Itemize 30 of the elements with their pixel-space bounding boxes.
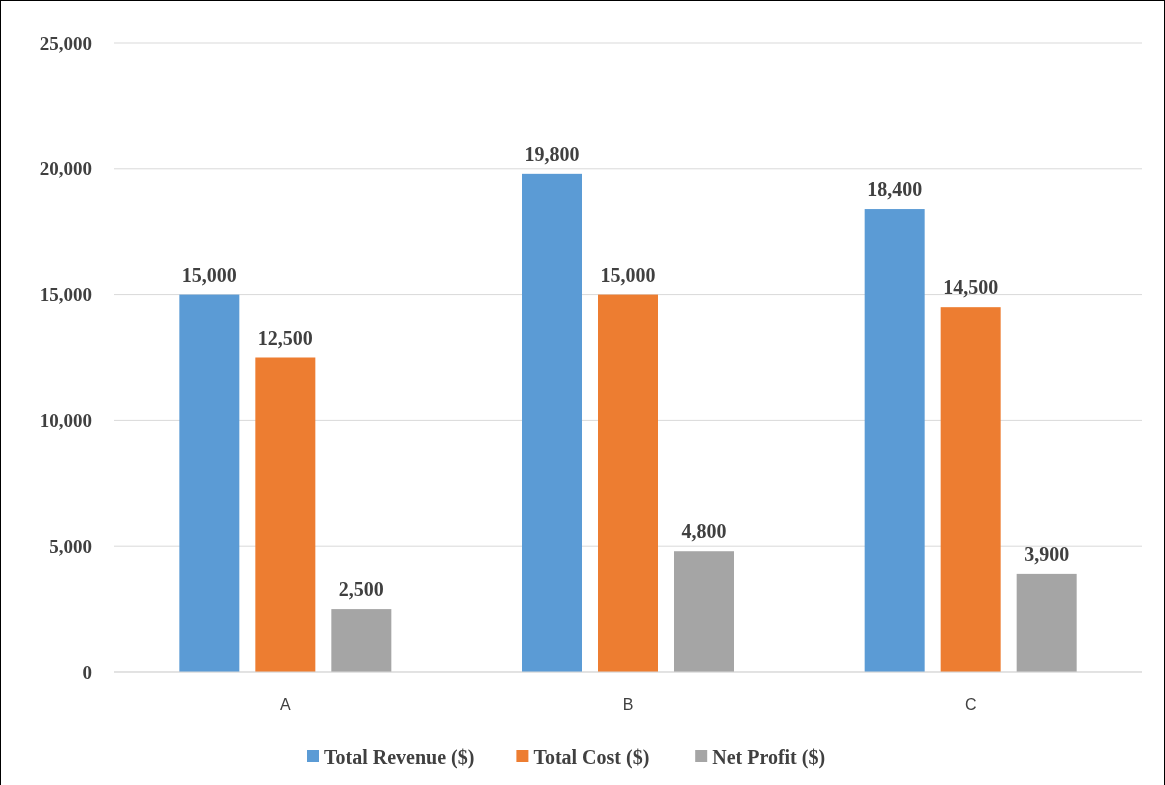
- bar: [331, 609, 392, 672]
- legend-label: Total Revenue ($): [324, 746, 475, 769]
- data-label: 15,000: [181, 263, 237, 286]
- bar: [522, 173, 582, 672]
- data-label: 4,800: [681, 520, 727, 543]
- data-label: 12,500: [257, 326, 313, 349]
- bar: [179, 294, 240, 672]
- y-tick-label: 25,000: [39, 32, 92, 54]
- y-tick-label: 0: [82, 661, 92, 683]
- data-label: 3,900: [1024, 542, 1070, 565]
- x-tick-label: C: [964, 696, 977, 713]
- y-tick-label: 10,000: [39, 410, 92, 432]
- bar: [255, 357, 316, 672]
- bar: [940, 307, 1001, 672]
- data-label: 15,000: [600, 263, 656, 286]
- data-label: 18,400: [867, 178, 923, 201]
- bar: [864, 209, 925, 672]
- bar: [1016, 573, 1077, 672]
- bar: [674, 551, 734, 672]
- legend-label: Net Profit ($): [712, 746, 826, 769]
- y-tick-label: 5,000: [49, 535, 92, 557]
- y-tick-label: 15,000: [39, 284, 92, 306]
- data-label: 2,500: [338, 578, 384, 601]
- bar: [598, 294, 658, 672]
- data-label: 19,800: [524, 142, 580, 165]
- y-tick-label: 20,000: [39, 158, 92, 180]
- x-tick-label: A: [280, 696, 291, 713]
- legend-label: Total Cost ($): [533, 746, 650, 769]
- data-label: 14,500: [943, 276, 999, 299]
- x-tick-label: B: [622, 696, 634, 713]
